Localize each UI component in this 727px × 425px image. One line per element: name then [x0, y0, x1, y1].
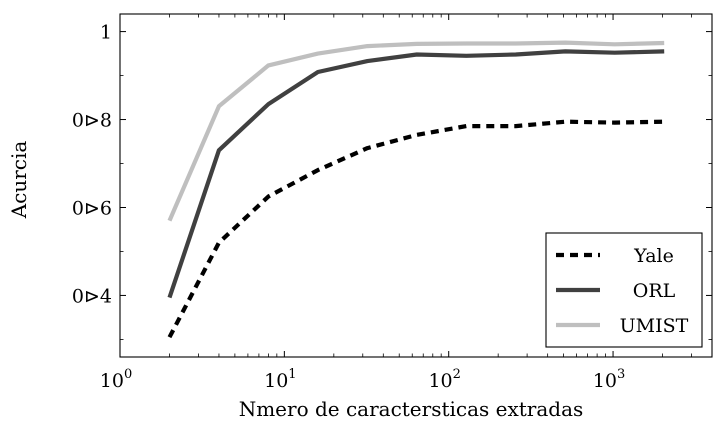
- x-tick-label: 102: [428, 367, 460, 392]
- y-tick-label: 0⊳6: [72, 197, 112, 219]
- x-tick-label: 100: [100, 367, 132, 392]
- legend-label-umist: UMIST: [620, 315, 689, 337]
- series-line-orl: [167, 49, 665, 299]
- plot-frame: [119, 13, 713, 358]
- axis-ticks: [119, 14, 713, 357]
- legend-label-orl: ORL: [633, 280, 676, 302]
- axis-tick-labels: 100 101 102 103 0⊳4 0⊳6 0⊳8 1: [72, 22, 625, 392]
- series-line-umist: [167, 40, 665, 222]
- x-tick-label: 103: [593, 367, 625, 392]
- x-axis-label: Nmero de caractersticas extradas: [239, 397, 584, 421]
- legend: Yale ORL UMIST: [545, 232, 703, 348]
- x-tick-label: 101: [264, 367, 296, 392]
- y-tick-label: 1: [100, 22, 112, 44]
- y-tick-label: 0⊳8: [72, 110, 112, 132]
- plot-lines: [167, 40, 665, 339]
- y-tick-label: 0⊳4: [72, 285, 112, 307]
- y-axis-label: Acurcia: [7, 141, 31, 220]
- legend-label-yale: Yale: [633, 245, 674, 267]
